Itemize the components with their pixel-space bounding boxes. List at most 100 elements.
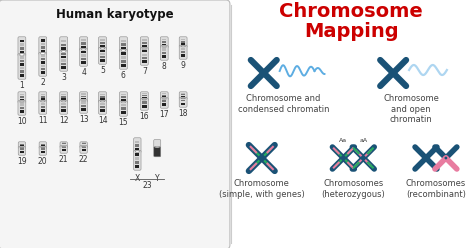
Bar (41, 64, 45, 67)
FancyBboxPatch shape (39, 37, 47, 55)
FancyBboxPatch shape (134, 150, 141, 170)
FancyBboxPatch shape (99, 47, 107, 64)
Bar (136, 161, 139, 164)
Bar (82, 42, 86, 45)
Bar (100, 53, 105, 55)
Bar (181, 41, 185, 42)
Text: X: X (135, 174, 140, 183)
Bar (62, 40, 66, 42)
Bar (142, 95, 146, 96)
Bar (62, 60, 66, 62)
Bar (41, 68, 45, 70)
Text: 11: 11 (38, 116, 47, 125)
Ellipse shape (135, 151, 139, 153)
FancyBboxPatch shape (60, 92, 68, 103)
Bar (41, 46, 45, 49)
FancyBboxPatch shape (80, 142, 87, 148)
Bar (82, 98, 86, 99)
Bar (82, 142, 86, 143)
Text: 17: 17 (159, 110, 169, 119)
Bar (136, 165, 139, 167)
Bar (142, 60, 146, 62)
FancyBboxPatch shape (60, 37, 68, 53)
Bar (142, 105, 146, 107)
Text: 1: 1 (19, 81, 24, 90)
Bar (121, 96, 126, 98)
Text: 15: 15 (118, 118, 128, 127)
FancyBboxPatch shape (18, 37, 26, 56)
Text: 12: 12 (59, 116, 68, 125)
Bar (41, 109, 45, 112)
Text: 5: 5 (100, 66, 105, 75)
Bar (100, 45, 105, 47)
Ellipse shape (181, 46, 185, 47)
Bar (41, 39, 45, 42)
FancyBboxPatch shape (80, 100, 88, 113)
Bar (181, 51, 185, 53)
Ellipse shape (40, 101, 45, 102)
Bar (100, 42, 105, 44)
FancyBboxPatch shape (18, 101, 26, 115)
Text: Chromosome
(simple, with genes): Chromosome (simple, with genes) (219, 179, 305, 199)
Bar (100, 59, 105, 62)
Bar (121, 99, 126, 101)
Bar (136, 144, 139, 147)
Bar (20, 143, 24, 144)
Bar (100, 103, 105, 105)
Ellipse shape (41, 147, 45, 148)
Bar (62, 53, 66, 55)
Bar (100, 50, 105, 52)
Bar (121, 52, 126, 55)
FancyBboxPatch shape (160, 98, 168, 108)
Bar (121, 94, 126, 95)
Bar (62, 93, 66, 95)
Bar (181, 93, 185, 94)
Ellipse shape (121, 50, 126, 51)
Bar (62, 98, 66, 100)
Bar (142, 54, 146, 56)
Ellipse shape (20, 147, 24, 148)
Bar (19, 110, 24, 113)
FancyBboxPatch shape (119, 37, 128, 52)
Text: Chromosomes
(recombinant): Chromosomes (recombinant) (406, 179, 466, 199)
Ellipse shape (142, 99, 146, 100)
Ellipse shape (61, 51, 66, 52)
Bar (162, 100, 166, 102)
Text: 19: 19 (17, 157, 27, 166)
Ellipse shape (19, 101, 24, 102)
Bar (121, 43, 126, 45)
Bar (20, 151, 24, 153)
Bar (162, 48, 166, 51)
Bar (142, 39, 146, 41)
Ellipse shape (100, 48, 105, 49)
Text: 22: 22 (79, 155, 88, 164)
Circle shape (425, 156, 428, 159)
FancyBboxPatch shape (119, 49, 128, 69)
Bar (62, 96, 66, 97)
Bar (62, 66, 66, 68)
Bar (162, 41, 166, 43)
Bar (82, 105, 86, 107)
Bar (62, 147, 66, 148)
Bar (41, 93, 45, 95)
Ellipse shape (155, 146, 159, 148)
Bar (100, 56, 105, 58)
Text: Chromosome and
condensed chromatin: Chromosome and condensed chromatin (238, 94, 329, 114)
FancyBboxPatch shape (80, 37, 88, 51)
Bar (121, 64, 126, 66)
Bar (136, 141, 139, 143)
Circle shape (262, 71, 265, 75)
FancyBboxPatch shape (18, 54, 26, 79)
Bar (162, 103, 166, 105)
Bar (20, 144, 24, 145)
Text: 20: 20 (38, 157, 47, 166)
FancyBboxPatch shape (39, 142, 46, 149)
FancyBboxPatch shape (140, 37, 148, 50)
Bar (19, 47, 24, 50)
Text: 9: 9 (181, 61, 186, 70)
Ellipse shape (162, 46, 166, 47)
Bar (181, 103, 185, 104)
Bar (20, 148, 24, 150)
Bar (19, 67, 24, 69)
Bar (142, 50, 146, 52)
